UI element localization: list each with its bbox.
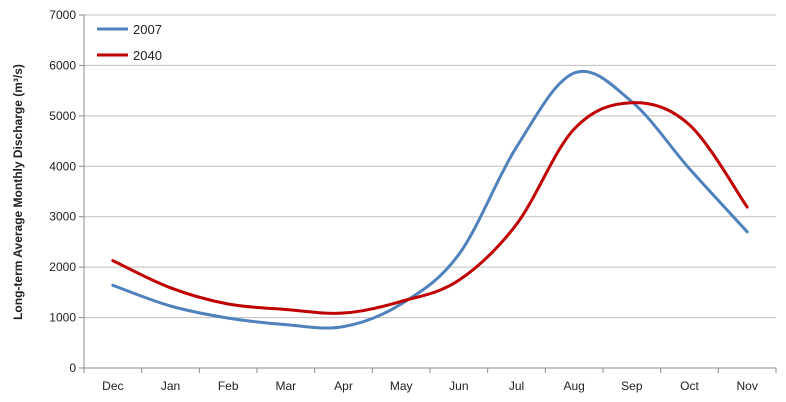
legend-label-2007: 2007 — [133, 22, 162, 37]
x-tick-label: Jan — [161, 379, 180, 393]
x-tick-label: Sep — [621, 379, 643, 393]
y-tick-label: 1000 — [49, 311, 76, 325]
legend-label-2040: 2040 — [133, 48, 162, 63]
y-tick-label: 4000 — [49, 159, 76, 173]
grid-lines — [84, 14, 776, 319]
axes — [79, 14, 777, 373]
x-tick-label: Oct — [680, 379, 699, 393]
x-tick-label: Jul — [509, 379, 524, 393]
series-lines — [111, 69, 749, 330]
series-line-2040 — [111, 101, 749, 315]
y-tick-label: 5000 — [49, 109, 76, 123]
legend: 2007 2040 — [97, 22, 162, 63]
y-axis-title: Long-term Average Monthly Discharge (m³/… — [11, 64, 25, 320]
x-tick-label: Jun — [449, 379, 468, 393]
series-line-2007 — [111, 69, 749, 330]
x-tick-label: Mar — [275, 379, 296, 393]
x-tick-label: May — [390, 379, 413, 393]
x-tick-labels: Dec Jan Feb Mar Apr May Jun Jul Aug Sep Oct Nov — [102, 379, 758, 393]
x-tick-label: Aug — [563, 379, 584, 393]
y-tick-label: 0 — [69, 361, 76, 375]
x-tick-label: Nov — [736, 379, 757, 393]
y-tick-label: 6000 — [49, 58, 76, 72]
x-tick-label: Feb — [218, 379, 239, 393]
x-tick-label: Dec — [102, 379, 123, 393]
y-tick-label: 2000 — [49, 260, 76, 274]
x-tick-label: Apr — [334, 379, 353, 393]
y-tick-label: 7000 — [49, 8, 76, 22]
y-tick-labels: 0 1000 2000 3000 4000 5000 6000 7000 — [49, 8, 76, 375]
y-tick-label: 3000 — [49, 210, 76, 224]
